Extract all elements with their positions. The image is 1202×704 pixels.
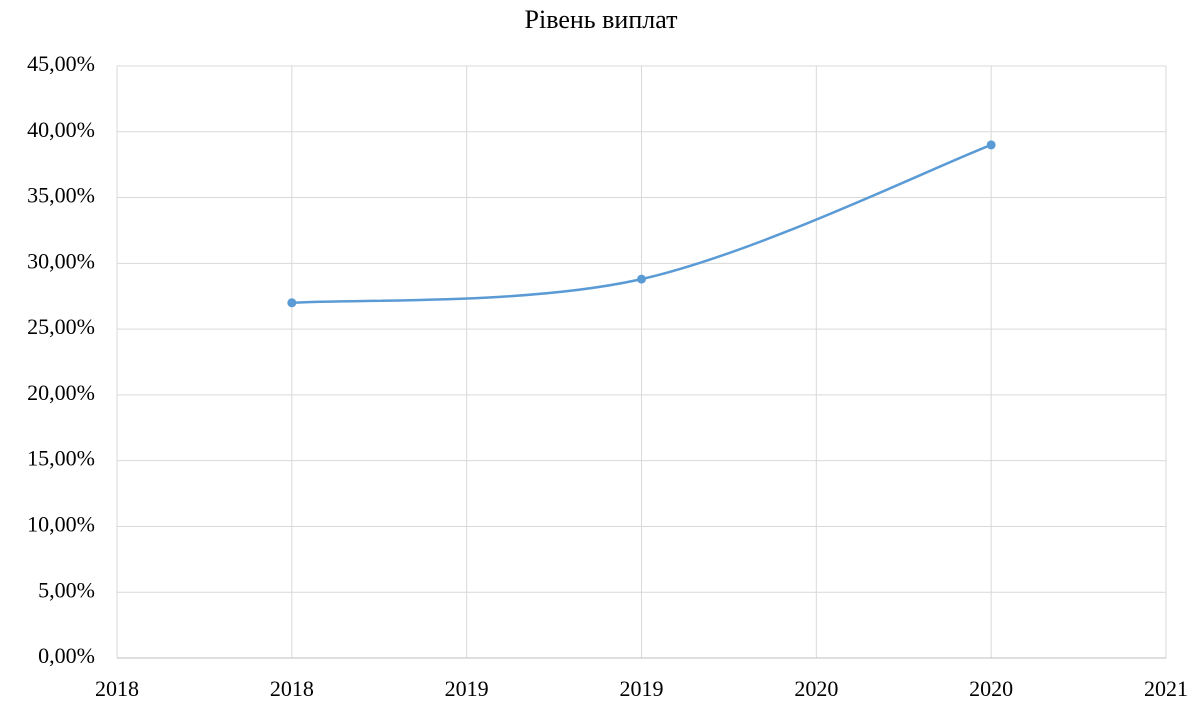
marker	[637, 274, 646, 284]
y-tick-label: 35,00%	[27, 183, 95, 208]
marker	[287, 298, 297, 308]
y-tick-label: 25,00%	[27, 314, 95, 339]
y-tick-label: 0,00%	[38, 643, 95, 668]
y-tick-label: 10,00%	[27, 511, 95, 536]
y-tick-label: 45,00%	[27, 51, 95, 76]
x-tick-label: 2018	[95, 676, 139, 701]
x-tick-label: 2018	[270, 676, 314, 701]
y-tick-label: 30,00%	[27, 248, 95, 273]
y-tick-label: 40,00%	[27, 117, 95, 142]
x-tick-label: 2019	[445, 676, 489, 701]
chart-title: Рівень виплат	[525, 5, 678, 34]
y-tick-label: 5,00%	[38, 577, 95, 602]
y-tick-label: 20,00%	[27, 380, 95, 405]
x-tick-label: 2019	[620, 676, 664, 701]
x-tick-label: 2020	[969, 676, 1013, 701]
x-tick-label: 2020	[794, 676, 838, 701]
marker	[986, 140, 996, 150]
y-tick-label: 15,00%	[27, 446, 95, 471]
x-tick-label: 2021	[1144, 676, 1188, 701]
